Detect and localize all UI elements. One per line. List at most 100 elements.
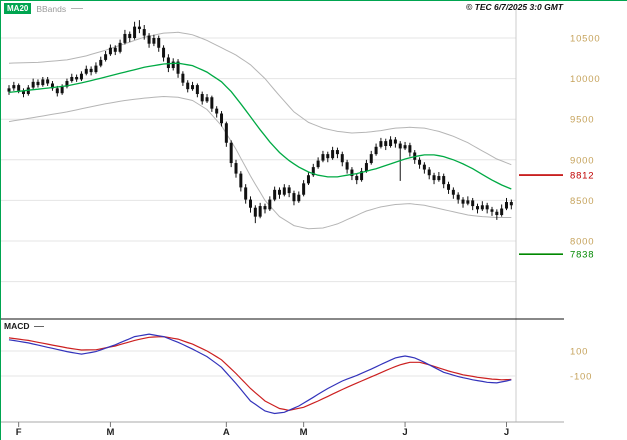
candle-body: [509, 202, 513, 206]
candle-body: [437, 176, 441, 181]
candle-body: [220, 113, 224, 124]
candle-body: [65, 81, 69, 87]
candle-body: [108, 47, 112, 55]
candle-body: [422, 164, 426, 170]
candle-body: [471, 200, 475, 207]
candle-body: [249, 199, 252, 208]
ma20-legend-badge: MA20: [4, 3, 32, 15]
candle-body: [205, 97, 209, 102]
candle-body: [41, 79, 45, 86]
candle-body: [89, 68, 93, 73]
candle-body: [157, 38, 161, 48]
candle-body: [210, 97, 214, 109]
candle-body: [181, 73, 185, 83]
candle-body: [258, 206, 262, 217]
macd-line: [8, 333, 512, 415]
candle-body: [263, 206, 267, 210]
candle-body: [191, 85, 195, 90]
price-tick-label: 10500: [570, 34, 600, 45]
candle-body: [292, 193, 296, 202]
candle-body: [364, 163, 368, 172]
macd-legend-label: MACD: [4, 321, 30, 331]
candle-body: [104, 54, 108, 60]
candle-body: [113, 47, 117, 52]
candle-body: [55, 88, 59, 94]
candle-body: [345, 162, 349, 170]
macd-line-sample-icon: [33, 325, 44, 327]
macd-tick-label: -100: [570, 372, 592, 383]
candle-body: [118, 42, 122, 52]
price-tick-label: 8500: [570, 196, 594, 207]
candle-body: [340, 154, 344, 163]
candle-body: [500, 208, 504, 216]
candle-body: [490, 209, 494, 212]
month-label: J: [504, 427, 509, 438]
candle-body: [456, 194, 460, 200]
copyright-text: © TEC 6/7/2025 3:0 GMT: [466, 2, 563, 12]
candle-body: [297, 194, 301, 202]
candle-body: [306, 175, 310, 184]
candle-body: [60, 86, 64, 94]
price-levels: 8812 7838: [519, 171, 594, 261]
candle-body: [504, 202, 508, 209]
candle-body: [239, 173, 243, 188]
candle-body: [408, 145, 412, 153]
bollinger-lower-line: [8, 95, 512, 230]
candle-body: [480, 205, 484, 210]
price-tick-label: 9500: [570, 115, 594, 126]
candle-body: [215, 108, 219, 114]
level-label: 8812: [570, 171, 594, 182]
macd-chart: 100 -100: [1, 333, 592, 415]
candle-body: [84, 68, 88, 74]
candle-body: [142, 29, 146, 36]
candle-body: [166, 57, 170, 69]
candle-body: [287, 187, 291, 194]
candle-body: [273, 189, 277, 200]
candle-body: [277, 189, 281, 195]
candle-body: [432, 175, 436, 181]
candle-body: [17, 85, 21, 91]
candle-body: [36, 81, 40, 86]
candle-body: [369, 154, 373, 164]
month-label: A: [223, 427, 230, 438]
candle-body: [234, 163, 238, 174]
candle-body: [379, 141, 383, 147]
candle-body: [99, 59, 103, 66]
candle-body: [282, 187, 286, 195]
candle-body: [418, 159, 422, 165]
candle-body: [427, 169, 431, 176]
candle-body: [403, 145, 407, 149]
price-tick-label: 8000: [570, 237, 594, 248]
month-label: F: [16, 427, 22, 438]
bbands-legend-label: BBands: [36, 3, 67, 14]
candle-body: [123, 33, 127, 43]
price-gridlines: [1, 37, 516, 283]
candle-body: [374, 146, 378, 155]
candle-body: [7, 88, 11, 92]
candle-body: [316, 160, 320, 168]
price-axis-labels: 10500 10000 9500 9000 8500 8000: [570, 34, 600, 248]
candle-body: [447, 184, 451, 190]
candle-body: [137, 26, 141, 30]
candle-body: [398, 143, 402, 149]
candle-body: [244, 187, 248, 200]
candle-body: [253, 207, 257, 217]
candle-body: [495, 211, 499, 216]
candle-body: [389, 139, 393, 146]
candle-body: [350, 169, 354, 177]
candle-body: [302, 183, 306, 195]
month-label: M: [106, 427, 114, 438]
candle-body: [355, 176, 359, 181]
macd-legend: MACD: [4, 321, 44, 331]
candle-body: [79, 73, 83, 80]
candle-body: [128, 33, 132, 38]
candle-body: [94, 65, 98, 73]
candle-body: [321, 154, 325, 161]
price-tick-label: 9000: [570, 155, 594, 166]
candle-body: [162, 47, 166, 58]
candle-body: [46, 79, 50, 84]
candle-body: [384, 141, 388, 146]
candle-body: [331, 150, 335, 159]
